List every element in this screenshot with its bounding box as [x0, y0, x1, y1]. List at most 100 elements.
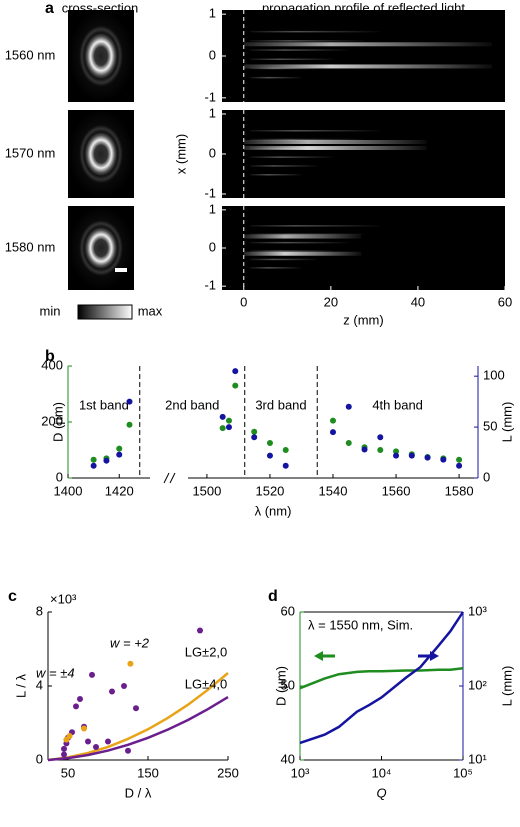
x-tick-label: 1520 [255, 483, 284, 498]
x-tick-label: 1500 [192, 483, 221, 498]
data-point [116, 451, 123, 458]
profile-image [222, 206, 505, 290]
y2-axis-label: L (mm) [499, 402, 514, 443]
y-tick-label: 50 [281, 677, 295, 692]
x-tick-label: 20 [324, 294, 338, 309]
data-point [81, 725, 87, 732]
axis-break [169, 472, 176, 484]
arrow-head [430, 651, 439, 661]
data-point [225, 424, 232, 431]
y-tick-label: 1 [209, 6, 216, 21]
curve-label: LG±2,0 [185, 644, 228, 659]
curve-label: LG±4,0 [185, 677, 228, 692]
beam [243, 234, 362, 239]
cross-section-image [68, 110, 134, 198]
x-tick-label: 60 [498, 294, 512, 309]
fringe [249, 156, 334, 158]
data-point [345, 440, 352, 446]
x-tick-label: 1580 [445, 483, 474, 498]
data-point [89, 671, 95, 678]
fringe [249, 233, 365, 235]
row-label: 1560 nm [5, 47, 56, 62]
annotation: w = ±4 [36, 665, 75, 680]
y-tick-label: 0 [209, 47, 216, 62]
data-point [109, 688, 115, 695]
y-axis-label: x (mm) [173, 134, 188, 174]
fringe [249, 258, 318, 261]
y-tick-label: 1 [209, 201, 216, 216]
profile-image [222, 10, 505, 102]
y-tick-label: 8 [36, 603, 43, 618]
data-point [127, 660, 134, 667]
fringe [249, 225, 381, 227]
data-point [105, 738, 111, 745]
data-point [133, 705, 139, 712]
data-point [330, 429, 336, 436]
cross-section-image [68, 10, 134, 102]
data-point [93, 744, 99, 751]
colorbar-max: max [138, 303, 163, 318]
x-axis-label: Q [376, 785, 386, 800]
data-point [377, 434, 384, 441]
data-point [219, 425, 226, 432]
profile-image [222, 110, 505, 198]
colorbar [77, 304, 133, 320]
y-tick-label: 200 [41, 413, 63, 428]
panel-label: b [45, 348, 55, 365]
y-tick-label: 400 [41, 357, 63, 372]
y-tick-label: 0 [56, 469, 63, 484]
x-axis-label: D / λ [125, 785, 152, 800]
fringe [249, 165, 318, 167]
data-point [408, 452, 415, 459]
ms-label: MS [230, 35, 245, 55]
y-tick-label: -1 [204, 185, 216, 200]
x-tick-label: 50 [61, 765, 75, 780]
data-point [251, 428, 258, 435]
data-point [197, 627, 203, 634]
fringe [249, 250, 334, 252]
data-point [330, 417, 336, 424]
fringe [249, 49, 350, 51]
curve [47, 696, 229, 762]
data-point [90, 462, 97, 469]
y-axis-label: D (µm) [273, 666, 288, 706]
y-axis-label: D (µm) [50, 402, 65, 442]
band-label: 4th band [372, 397, 423, 412]
data-point [61, 745, 67, 752]
x-axis-label: λ (nm) [255, 503, 292, 518]
data-point [393, 448, 400, 455]
data-point [121, 683, 127, 689]
data-point [282, 462, 289, 469]
axis-break [163, 472, 170, 484]
y2-tick-label: 50 [483, 419, 497, 434]
data-point [225, 417, 232, 424]
y2-tick-label: 10¹ [468, 751, 487, 766]
panel-label: d [268, 588, 278, 605]
y-tick-label: -1 [204, 89, 216, 104]
data-point [266, 440, 273, 446]
fringe [249, 30, 381, 33]
data-point [116, 445, 123, 452]
data-point [66, 732, 73, 739]
fringe [249, 130, 381, 132]
y2-tick-label: 10³ [468, 603, 487, 618]
fringe [249, 267, 303, 269]
y2-tick-label: 100 [483, 368, 505, 383]
x-tick-label: 1400 [54, 483, 83, 498]
y2-tick-label: 10² [468, 677, 487, 692]
line [299, 666, 464, 690]
x-tick-label: 150 [137, 765, 159, 780]
arrow-head [314, 651, 323, 661]
beam [243, 140, 427, 144]
panel-label: a [45, 0, 54, 17]
fringe [249, 241, 350, 244]
y-tick-label: 40 [281, 751, 295, 766]
y-tick-label: 0 [209, 239, 216, 254]
scale-bar [115, 268, 127, 272]
x-axis-label: z (mm) [343, 312, 383, 327]
x-tick-label: 1420 [105, 483, 134, 498]
fringe [249, 40, 365, 42]
y-tick-label: -1 [204, 278, 216, 293]
band-label: 1st band [79, 397, 129, 412]
